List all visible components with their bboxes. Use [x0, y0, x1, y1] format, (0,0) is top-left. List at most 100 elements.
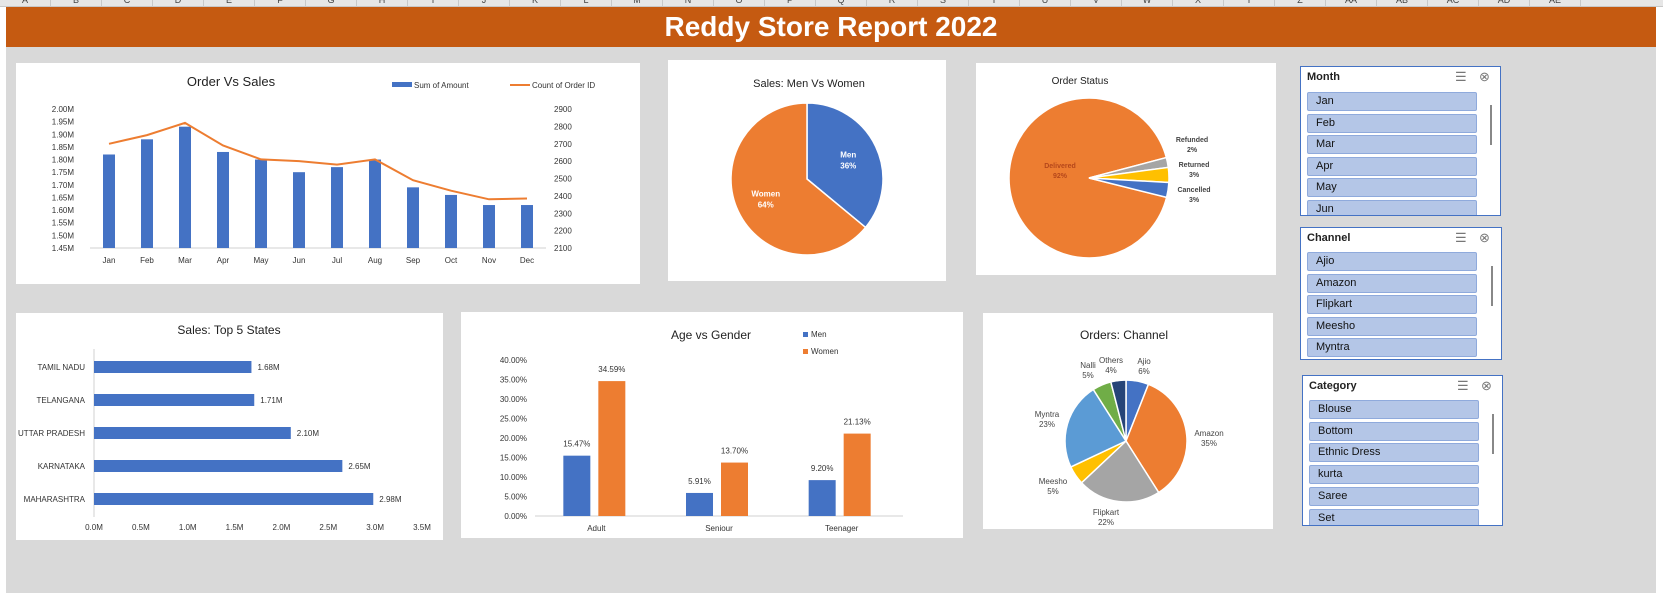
report-title: Reddy Store Report 2022: [664, 11, 998, 42]
column-header[interactable]: F: [255, 0, 306, 6]
clear-filter-icon[interactable]: ⊗: [1479, 230, 1490, 245]
column-header[interactable]: Y: [1224, 0, 1275, 6]
slicer-item-channel[interactable]: Ajio: [1307, 252, 1477, 271]
data-label: 1.68M: [257, 363, 280, 372]
y-tick-label: 2500: [554, 175, 572, 184]
slicer-scrollbar[interactable]: [1492, 414, 1494, 454]
x-tick-label: 2.5M: [319, 523, 337, 532]
category-slicer[interactable]: Category ☰ ⊗ Blouse Bottom Ethnic Dress …: [1302, 375, 1503, 526]
slicer-item-channel[interactable]: Myntra: [1307, 338, 1477, 357]
column-header[interactable]: AD: [1479, 0, 1530, 6]
column-header[interactable]: Z: [1275, 0, 1326, 6]
column-header[interactable]: H: [357, 0, 408, 6]
column-header[interactable]: R: [867, 0, 918, 6]
y-tick-label: 1.90M: [52, 130, 75, 139]
x-tick-label: Jul: [332, 256, 342, 265]
status-slice: [1088, 177, 1170, 199]
slice-pct: 6%: [1138, 367, 1150, 376]
column-header[interactable]: P: [765, 0, 816, 6]
slicer-item-channel[interactable]: Amazon: [1307, 274, 1477, 293]
slicer-item-category[interactable]: Blouse: [1309, 400, 1479, 419]
column-header[interactable]: E: [204, 0, 255, 6]
x-tick-label: Dec: [520, 256, 534, 265]
x-tick-label: Jan: [103, 256, 116, 265]
y-tick-label: 2900: [554, 105, 572, 114]
y-tick-label: 1.60M: [52, 206, 75, 215]
column-header[interactable]: U: [1020, 0, 1071, 6]
worksheet-area: Reddy Store Report 2022 Order Vs Sales Su…: [6, 7, 1656, 593]
column-header[interactable]: AC: [1428, 0, 1479, 6]
column-header[interactable]: L: [561, 0, 612, 6]
column-header[interactable]: T: [969, 0, 1020, 6]
column-header[interactable]: B: [51, 0, 102, 6]
x-tick-label: Adult: [587, 524, 606, 533]
x-tick-label: Apr: [217, 256, 230, 265]
slicer-item-channel[interactable]: Flipkart: [1307, 295, 1477, 314]
slice-label: Returned: [1179, 162, 1210, 169]
month-slicer[interactable]: Month ☰ ⊗ Jan Feb Mar Apr May Jun: [1300, 66, 1501, 216]
slicer-scrollbar[interactable]: [1491, 266, 1493, 306]
report-banner: Reddy Store Report 2022: [6, 7, 1656, 47]
y-tick-label: 1.50M: [52, 231, 75, 240]
multi-select-icon[interactable]: ☰: [1457, 378, 1469, 393]
sales-bar: [445, 194, 457, 248]
y-tick-label: 35.00%: [500, 376, 527, 385]
column-header[interactable]: D: [153, 0, 204, 6]
sales-bar: [483, 205, 495, 248]
slice-label: Nalli: [1080, 361, 1096, 370]
slicer-item-month[interactable]: Jan: [1307, 92, 1477, 111]
y-tick-label: 1.55M: [52, 219, 75, 228]
sales-bar: [141, 139, 153, 248]
column-header[interactable]: O: [714, 0, 765, 6]
column-header[interactable]: AA: [1326, 0, 1377, 6]
age-gender-card: Age vs Gender Men Women 0.00% 5.00% 10.00% 15.…: [461, 312, 963, 538]
y-tick-label: 25.00%: [500, 415, 527, 424]
slicer-item-category[interactable]: Saree: [1309, 487, 1479, 506]
state-bar: [94, 493, 374, 505]
column-header[interactable]: K: [510, 0, 561, 6]
data-label: 13.70%: [721, 447, 748, 456]
slicer-item-category[interactable]: Set: [1309, 509, 1479, 525]
column-header[interactable]: W: [1122, 0, 1173, 6]
y-tick-label: KARNATAKA: [38, 462, 86, 471]
multi-select-icon[interactable]: ☰: [1455, 230, 1467, 245]
chart-title: Sales: Top 5 States: [177, 323, 280, 337]
slicer-scrollbar[interactable]: [1490, 105, 1492, 145]
slice-pct: 35%: [1201, 439, 1217, 448]
x-tick-label: May: [253, 256, 268, 265]
column-header[interactable]: G: [306, 0, 357, 6]
clear-filter-icon[interactable]: ⊗: [1479, 69, 1490, 84]
sales-bar: [331, 167, 343, 248]
slicer-item-month[interactable]: Jun: [1307, 200, 1477, 215]
sales-gender-chart: Sales: Men Vs Women Men 36% Women 64%: [730, 78, 884, 256]
column-header[interactable]: AE: [1530, 0, 1581, 6]
slicer-item-month[interactable]: Apr: [1307, 157, 1477, 176]
channel-slicer[interactable]: Channel ☰ ⊗ Ajio Amazon Flipkart Meesho …: [1300, 227, 1502, 360]
legend-label: Men: [811, 330, 827, 339]
y-tick-label: 2700: [554, 140, 572, 149]
slicer-item-month[interactable]: May: [1307, 178, 1477, 197]
column-header[interactable]: C: [102, 0, 153, 6]
order-status-card: Order Status Delivered 92% Refunded 2% Return…: [976, 63, 1276, 275]
slice-label: Women: [751, 189, 780, 198]
slice-label: Myntra: [1035, 410, 1060, 419]
slicer-item-channel[interactable]: Meesho: [1307, 317, 1477, 336]
age-bar: [563, 455, 591, 516]
slicer-item-category[interactable]: kurta: [1309, 465, 1479, 484]
column-header[interactable]: V: [1071, 0, 1122, 6]
column-header[interactable]: AB: [1377, 0, 1428, 6]
clear-filter-icon[interactable]: ⊗: [1481, 378, 1492, 393]
slicer-item-month[interactable]: Feb: [1307, 114, 1477, 133]
column-header[interactable]: N: [663, 0, 714, 6]
column-header[interactable]: J: [459, 0, 510, 6]
column-header[interactable]: A: [0, 0, 51, 6]
multi-select-icon[interactable]: ☰: [1455, 69, 1467, 84]
column-header[interactable]: M: [612, 0, 663, 6]
slicer-item-category[interactable]: Ethnic Dress: [1309, 443, 1479, 462]
column-header[interactable]: X: [1173, 0, 1224, 6]
column-header[interactable]: S: [918, 0, 969, 6]
slicer-item-category[interactable]: Bottom: [1309, 422, 1479, 441]
column-header[interactable]: Q: [816, 0, 867, 6]
column-header[interactable]: I: [408, 0, 459, 6]
slicer-item-month[interactable]: Mar: [1307, 135, 1477, 154]
